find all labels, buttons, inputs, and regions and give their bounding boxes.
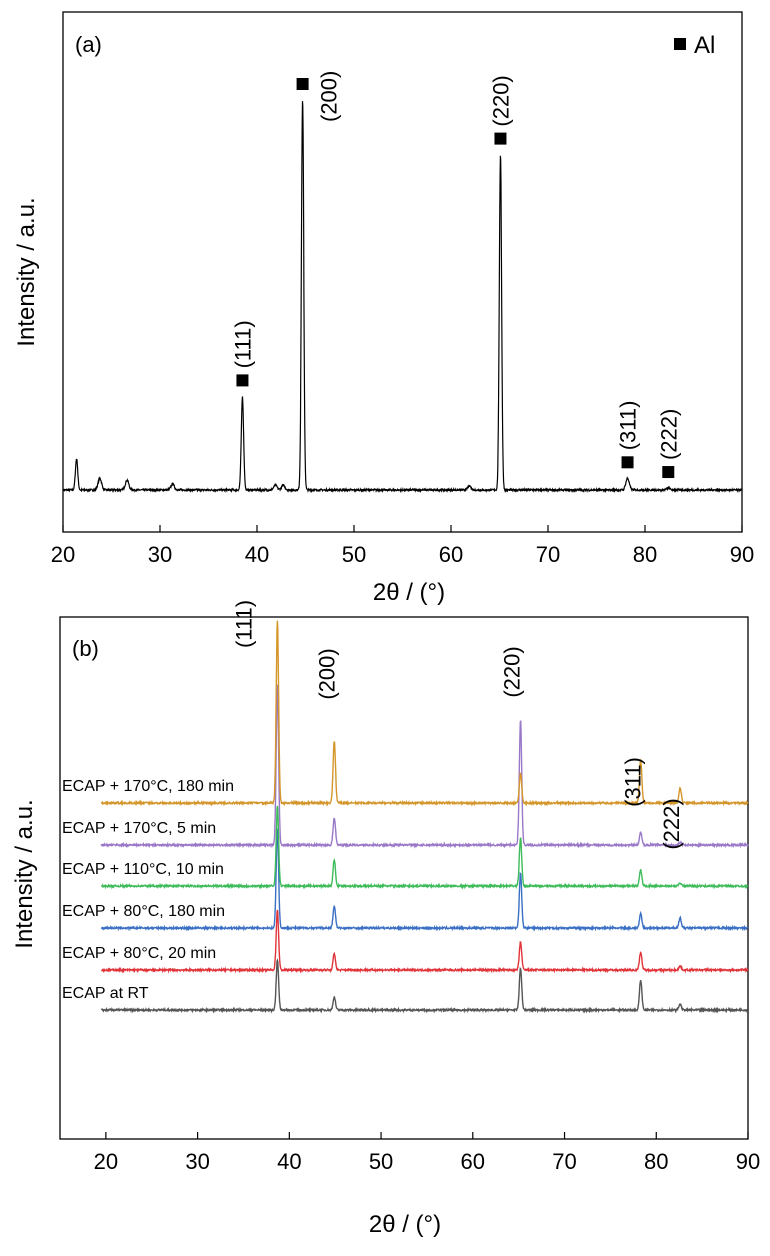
x-tick-label: 20 — [51, 542, 75, 567]
series-label: ECAP + 170°C, 180 min — [62, 778, 234, 795]
xrd-trace — [101, 909, 749, 974]
al-peak-marker — [236, 374, 249, 387]
peak-label: (200) — [314, 648, 339, 699]
series-label: ECAP + 80°C, 180 min — [62, 903, 225, 920]
series-label: ECAP + 110°C, 10 min — [62, 861, 224, 878]
panel-a-x-axis-label: 2θ / (°) — [373, 579, 445, 606]
panel-b: 20 30 40 50 60 70 80 90 ECAP at RT ECAP + 80°C, … — [11, 600, 760, 1238]
panel-b-x-axis-label: 2θ / (°) — [369, 1211, 441, 1238]
series-label: ECAP + 170°C, 5 min — [62, 820, 216, 837]
x-tick-label: 30 — [148, 542, 172, 567]
peak-label: (200) — [317, 71, 342, 122]
panel-a-y-axis-label: Intensity / a.u. — [13, 197, 40, 346]
xrd-trace — [100, 684, 749, 849]
panel-a-xrd-trace — [62, 101, 743, 494]
x-tick-label: 50 — [342, 542, 366, 567]
panel-a-peak-markers: (111) (200) (220) (311) (222) — [230, 71, 681, 479]
panel-b-frame — [59, 616, 749, 1140]
xrd-trace — [100, 620, 749, 807]
panel-b-series-labels: ECAP at RT ECAP + 80°C, 20 min ECAP + 80°C… — [62, 778, 234, 1002]
xrd-trace — [100, 958, 748, 1014]
al-peak-marker — [296, 78, 309, 90]
panel-a-label: (a) — [75, 32, 102, 57]
series-label: ECAP + 80°C, 20 min — [62, 945, 216, 962]
x-tick-label: 40 — [277, 1149, 301, 1174]
panel-b-xrd-traces — [100, 620, 749, 1014]
x-tick-label: 30 — [185, 1149, 209, 1174]
panel-a: 20 30 40 50 60 70 80 90 (111) (200) (220) (311) (22… — [13, 11, 754, 606]
panel-b-peak-labels: (111) (200) (220) (311) (222) — [232, 600, 684, 850]
x-tick-label: 60 — [461, 1149, 485, 1174]
x-tick-label: 70 — [552, 1149, 576, 1174]
legend-al-label: Al — [694, 32, 715, 59]
panel-b-label: (b) — [72, 636, 99, 661]
peak-label: (220) — [488, 75, 513, 126]
x-tick-label: 90 — [730, 542, 754, 567]
x-tick-label: 80 — [633, 542, 657, 567]
peak-label: (220) — [500, 646, 525, 697]
al-peak-marker — [662, 466, 675, 479]
x-tick-label: 90 — [736, 1149, 760, 1174]
peak-label: (111) — [230, 320, 255, 368]
peak-label: (222) — [656, 409, 681, 460]
x-tick-label: 80 — [644, 1149, 668, 1174]
panel-a-x-ticks: 20 30 40 50 60 70 80 90 — [51, 525, 754, 567]
al-peak-marker — [621, 456, 634, 469]
x-tick-label: 70 — [536, 542, 560, 567]
x-tick-label: 40 — [245, 542, 269, 567]
peak-label: (222) — [659, 798, 684, 849]
series-label: ECAP at RT — [62, 985, 149, 1002]
xrd-trace — [100, 828, 749, 932]
xrd-trace — [101, 805, 749, 890]
x-tick-label: 60 — [439, 542, 463, 567]
peak-label: (111) — [232, 600, 257, 648]
peak-label: (311) — [616, 401, 641, 451]
panel-b-x-ticks: 20 30 40 50 60 70 80 90 — [94, 1132, 760, 1174]
x-tick-label: 50 — [369, 1149, 393, 1174]
x-tick-label: 20 — [94, 1149, 118, 1174]
panel-b-y-axis-label: Intensity / a.u. — [11, 799, 38, 948]
legend-al-marker — [674, 38, 686, 50]
al-peak-marker — [494, 132, 507, 145]
panel-a-frame — [62, 11, 743, 533]
peak-label: (311) — [621, 757, 646, 807]
